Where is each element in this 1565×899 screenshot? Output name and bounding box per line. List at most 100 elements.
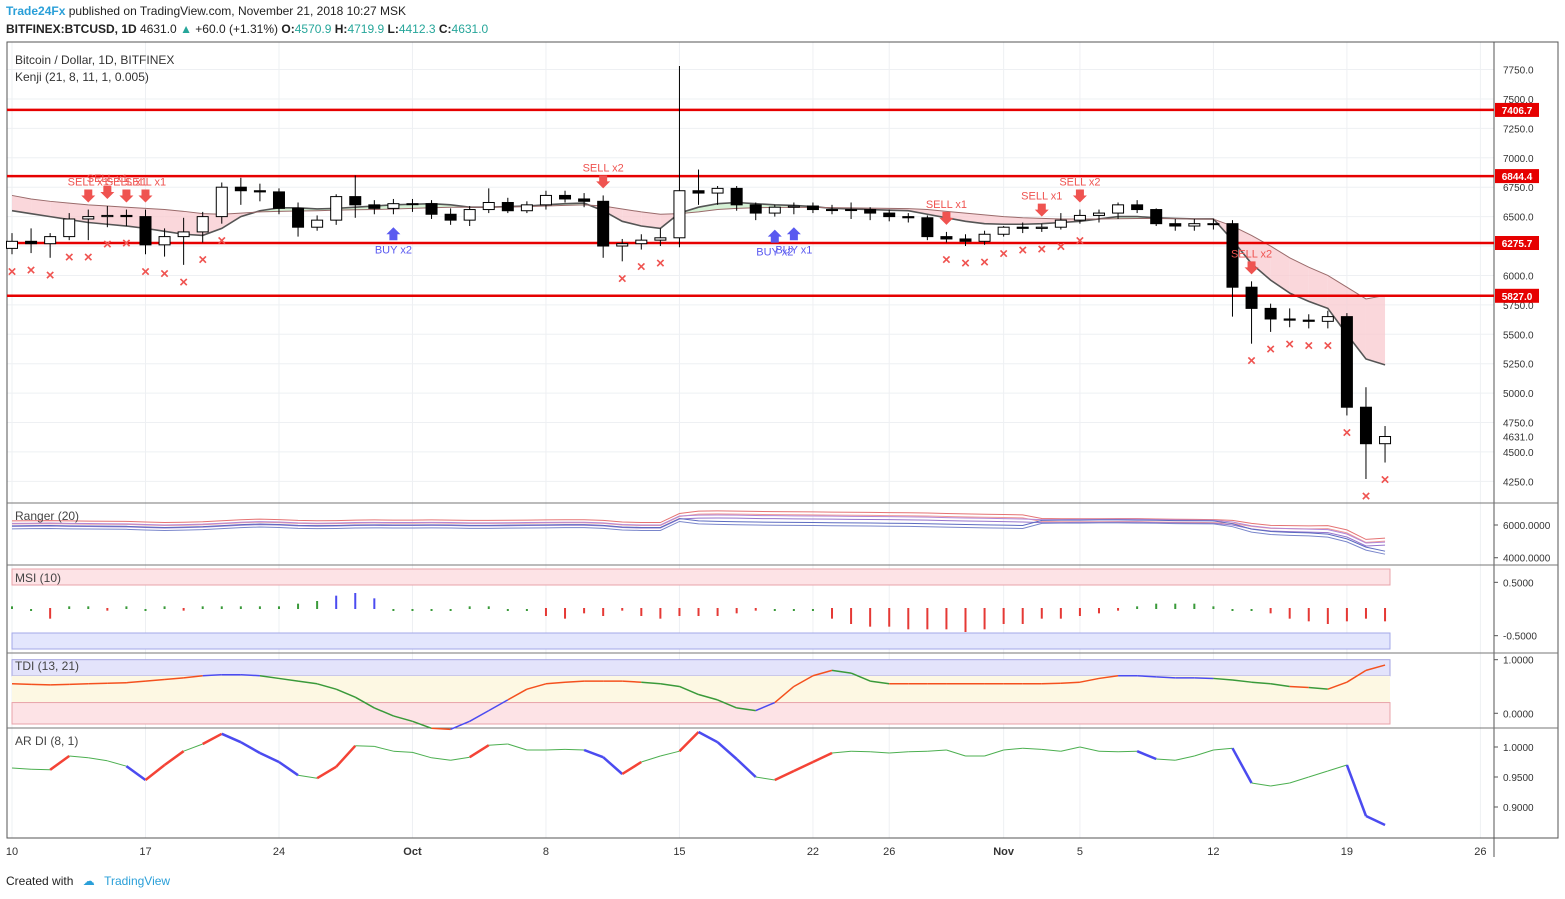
candle-body[interactable] (1131, 204, 1144, 211)
candle-body[interactable] (1283, 318, 1296, 321)
candle-body[interactable] (463, 209, 476, 221)
candle-body[interactable] (215, 186, 228, 218)
candle-body[interactable] (711, 187, 724, 194)
candle-body[interactable] (1379, 436, 1392, 445)
candle-body[interactable] (864, 209, 877, 214)
ardi-line-segment (31, 768, 51, 771)
sell-arrow-icon[interactable] (138, 189, 153, 203)
msi-bar (1231, 609, 1234, 611)
candle-body[interactable] (520, 204, 533, 212)
candle-body[interactable] (978, 233, 991, 242)
candle-body[interactable] (578, 198, 591, 202)
candle-body[interactable] (311, 219, 324, 228)
x-tick-label: 17 (139, 846, 151, 858)
candle-body[interactable] (959, 238, 972, 242)
candle-body[interactable] (1054, 219, 1067, 228)
candle-body[interactable] (387, 203, 400, 209)
candle-body[interactable] (787, 205, 800, 208)
candle-body[interactable] (539, 194, 552, 206)
brand-name[interactable]: Trade24Fx (6, 4, 66, 18)
candle-body[interactable] (806, 205, 819, 211)
y-tick-label: 1.0000 (1503, 743, 1534, 754)
candle-body[interactable] (635, 239, 648, 245)
candle-body[interactable] (501, 201, 514, 212)
buy-arrow-icon[interactable] (786, 227, 801, 241)
candle-body[interactable] (330, 196, 343, 221)
msi-upper-band (11, 568, 1391, 586)
candle-body[interactable] (63, 218, 76, 238)
candle-body[interactable] (1169, 223, 1182, 227)
candle-body[interactable] (597, 200, 610, 247)
candle-body[interactable] (1340, 316, 1353, 408)
sell-arrow-icon[interactable] (939, 211, 954, 225)
sell-arrow-icon[interactable] (81, 189, 96, 203)
candle-body[interactable] (1092, 212, 1105, 216)
candle-body[interactable] (482, 201, 495, 211)
candle-body[interactable] (1302, 319, 1315, 322)
candle-body[interactable] (44, 236, 57, 245)
candle-body[interactable] (1112, 204, 1125, 214)
candle-body[interactable] (902, 216, 915, 219)
candle-body[interactable] (1207, 223, 1220, 226)
candle-body[interactable] (25, 240, 38, 245)
candle-body[interactable] (1035, 226, 1048, 229)
candle-body[interactable] (1245, 286, 1258, 309)
candle-body[interactable] (1188, 223, 1201, 227)
candle-body[interactable] (158, 236, 171, 246)
sell-arrow-icon[interactable] (1034, 203, 1049, 217)
candle-body[interactable] (1264, 307, 1277, 320)
candle-body[interactable] (616, 243, 629, 247)
candle-body[interactable] (997, 226, 1010, 235)
candle-body[interactable] (292, 207, 305, 228)
sell-arrow-icon[interactable] (119, 189, 134, 203)
candle-body[interactable] (253, 190, 266, 193)
tradingview-icon[interactable]: ☁ (82, 874, 95, 888)
candle-body[interactable] (883, 212, 896, 218)
footer-brand[interactable]: TradingView (104, 874, 171, 888)
candle-body[interactable] (177, 231, 190, 238)
candle-body[interactable] (425, 203, 438, 215)
candle-body[interactable] (749, 204, 762, 214)
candle-body[interactable] (654, 237, 667, 241)
candle-body[interactable] (673, 190, 686, 239)
candle-body[interactable] (6, 240, 18, 249)
candle-body[interactable] (368, 204, 381, 209)
tdi-line-segment (812, 669, 833, 677)
sell-arrow-icon[interactable] (1072, 189, 1087, 203)
candle-body[interactable] (444, 213, 457, 221)
candle-body[interactable] (1359, 406, 1372, 445)
candle-body[interactable] (120, 214, 133, 218)
candle-body[interactable] (826, 209, 839, 212)
level-label: 7406.7 (1502, 106, 1533, 117)
sell-arrow-icon[interactable] (1244, 261, 1259, 275)
candle-body[interactable] (921, 217, 934, 238)
candle-body[interactable] (1150, 209, 1163, 225)
candle-body[interactable] (101, 214, 114, 218)
candle-body[interactable] (196, 216, 209, 233)
buy-arrow-icon[interactable] (386, 227, 401, 241)
candle-body[interactable] (730, 187, 743, 206)
candle-body[interactable] (768, 206, 781, 214)
kenji-cloud-segment (1003, 216, 1023, 225)
candle-body[interactable] (692, 190, 705, 194)
candle-body[interactable] (406, 203, 419, 206)
candle-body[interactable] (1226, 223, 1239, 288)
sell-arrow-icon[interactable] (100, 186, 115, 200)
candle-body[interactable] (1321, 316, 1334, 322)
candle-body[interactable] (349, 196, 362, 206)
ardi-line-segment (1270, 782, 1290, 787)
buy-arrow-icon[interactable] (767, 229, 782, 243)
candle-body[interactable] (940, 236, 953, 240)
candle-body[interactable] (1073, 214, 1086, 221)
candle-body[interactable] (234, 186, 247, 192)
candle-body[interactable] (1016, 226, 1029, 229)
candle-body[interactable] (272, 191, 285, 209)
candle-body[interactable] (82, 216, 95, 220)
msi-bar (544, 608, 547, 616)
candle-body[interactable] (139, 216, 152, 246)
candle-body[interactable] (559, 194, 572, 200)
candle-body[interactable] (845, 209, 858, 212)
sell-arrow-icon[interactable] (596, 175, 611, 189)
ardi-line-segment (183, 743, 203, 752)
